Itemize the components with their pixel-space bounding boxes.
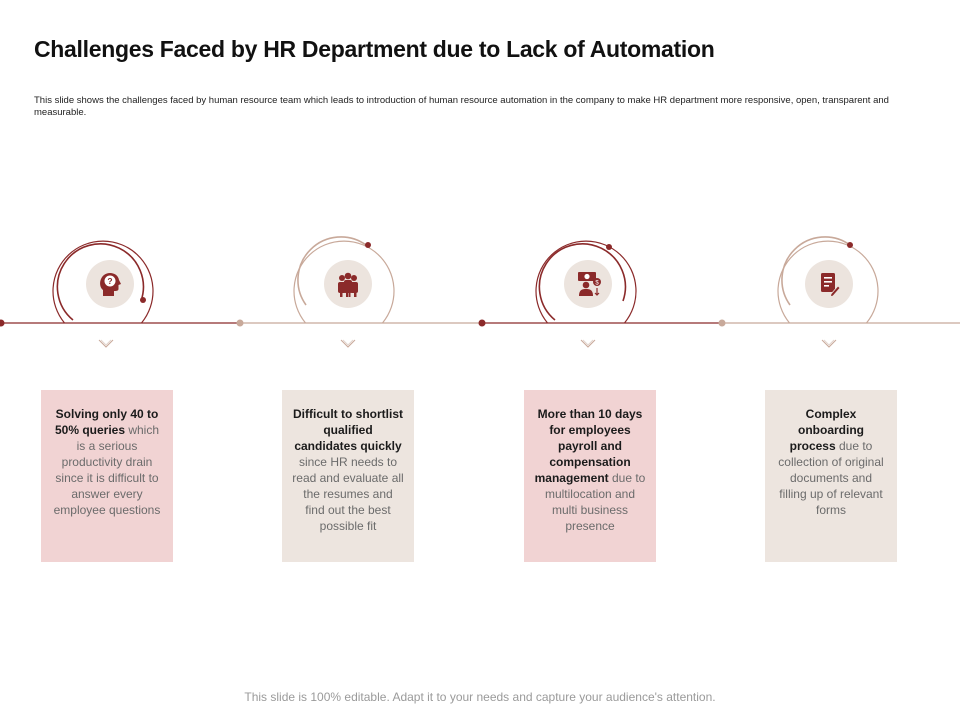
footer-note: This slide is 100% editable. Adapt it to… [0, 690, 960, 704]
challenge-card-1: Solving only 40 to 50% queries which is … [41, 390, 173, 562]
head-question-icon: ? [93, 267, 127, 301]
challenge-card-4: Complex onboarding process due to collec… [765, 390, 897, 562]
card-2-heading: Difficult to shortlist qualified candida… [293, 407, 403, 453]
svg-text:?: ? [107, 276, 112, 286]
card-2-text: since HR needs to read and evaluate all … [292, 455, 403, 533]
document-edit-icon [812, 267, 846, 301]
challenge-card-2: Difficult to shortlist qualified candida… [282, 390, 414, 562]
group-people-icon [331, 267, 365, 301]
challenge-card-3: More than 10 days for employees payroll … [524, 390, 656, 562]
card-1-text: which is a serious productivity drain si… [54, 423, 161, 517]
payroll-person-icon: $ [571, 267, 605, 301]
